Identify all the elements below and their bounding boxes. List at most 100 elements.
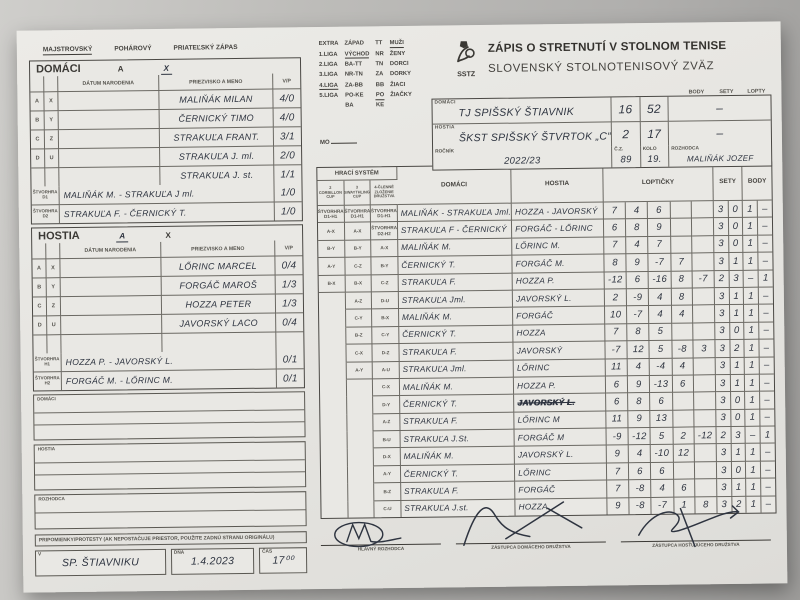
system-code-2 [347, 483, 375, 502]
doubles-vp: 1/0 [274, 183, 302, 203]
points-home: – [743, 270, 759, 288]
form-title: ZÁPIS O STRETNUTÍ V STOLNOM TENISE [487, 39, 727, 55]
player-letter-2: X [44, 92, 59, 112]
guest-player: HOZZA - JAVORSKÝ [511, 202, 604, 222]
sets-home: 2 [716, 427, 732, 445]
date-label: DŇA [173, 550, 185, 556]
guest-a-label: A [116, 231, 129, 243]
system-code-2: A-X [344, 222, 372, 241]
league-cell: MUŽI [389, 40, 404, 48]
set-score-3: -16 [649, 271, 672, 289]
guest-player: HOZZA P. [512, 272, 605, 291]
set-score-1: 6 [603, 219, 627, 238]
sets-guest: 1 [729, 305, 745, 323]
set-score-1: 7 [603, 202, 627, 220]
home-a-label: A [117, 64, 124, 74]
player-vp: 2/0 [274, 146, 302, 166]
system-code-1 [320, 396, 347, 415]
player-letter-2 [47, 335, 62, 354]
home-player: MALIŇÁK M. [400, 447, 516, 466]
player-vp: 1/3 [275, 294, 304, 314]
set-score-2: 9 [628, 375, 651, 394]
league-cell: KE [375, 102, 385, 109]
team-sety: 52 [640, 96, 669, 123]
titles: ZÁPIS O STRETNUTÍ V STOLNOM TENISE SLOVE… [488, 36, 727, 78]
sets-guest: 0 [728, 235, 744, 254]
set-score-1: -7 [605, 341, 628, 360]
sets-home: 3 [715, 322, 731, 341]
home-player: ČERNICKÝ T. [400, 464, 516, 484]
league-cell: 5.LIGA [319, 92, 339, 100]
set-score-2: 6 [626, 271, 650, 290]
referee-notes-box: ROZHODCA [34, 491, 307, 530]
set-score-1: -9 [606, 428, 629, 446]
points-home: 1 [745, 409, 761, 427]
league-cell: 4.LIGA [319, 82, 339, 91]
doubles-label: ŠTVORHRA D1 [31, 186, 60, 206]
set-score-2: -8 [629, 480, 652, 498]
team-side-label: DOMÁCI [434, 100, 456, 106]
points-guest: – [759, 339, 774, 358]
set-score-3: 9 [648, 219, 671, 237]
sets-guest: 0 [728, 218, 744, 236]
player-letter-1: A [30, 92, 45, 112]
signature-label: HLAVNÝ ROZHODCA [357, 546, 405, 552]
system-code-3: B-X [372, 309, 400, 328]
sets-home: 3 [717, 479, 732, 497]
points-guest: – [765, 498, 772, 510]
team-side-label: HOSTIA [434, 125, 455, 131]
team-sety: 17 [640, 121, 670, 147]
set-score-5: 8 [695, 496, 718, 514]
guest-player: HOZZA [515, 498, 608, 516]
home-player: MALIŇÁK - STRAKUĽA Jml. [397, 203, 513, 223]
league-cell: TN [375, 61, 384, 68]
set-score-1: 7 [604, 237, 627, 255]
points-home: 1 [744, 339, 760, 358]
system-code-2: C-Z [345, 257, 372, 276]
league-grid: EXTRA ZÁPAD TT MUŽI 1.LIGA VÝCHOD NR ŽEN… [319, 38, 418, 112]
guest-player: LŐRINC [515, 463, 608, 482]
remarks-bar: PRIPOMIENKY/PROTESTY (AK NEPOSTAČUJE PRI… [34, 531, 307, 547]
system-code-2 [346, 414, 374, 432]
set-score-3: 4 [651, 479, 675, 498]
system-code-2: B-Y [344, 240, 372, 258]
hostia-column-header: HOSTIA [511, 164, 604, 204]
match-type-priatelsky: PRIATEĽSKÝ ZÁPAS [173, 43, 238, 52]
doubles-label: ŠTVORHRA D2 [31, 205, 60, 224]
set-score-4 [672, 392, 695, 411]
system-code-2 [347, 431, 374, 450]
sets-guest: 1 [731, 479, 747, 497]
set-score-4: 8 [671, 271, 693, 289]
home-player: STRAKUĽA F. [400, 412, 515, 432]
system-code-2: B-Z [345, 327, 373, 345]
player-letter-1: B [30, 111, 45, 131]
player-letter-2: Z [46, 297, 62, 317]
points-guest: – [760, 391, 775, 410]
league-cell: BB [375, 81, 385, 88]
guest-col-vp: V/P [275, 240, 303, 257]
player-name [162, 332, 277, 352]
team-name-cell: HOSTIA ŠKST SPIŠSKÝ ŠTVRTOK „C“ [432, 122, 613, 149]
player-letter-1: C [32, 297, 48, 317]
sets-home: 3 [715, 305, 730, 323]
league-cell: ZÁPAD [344, 40, 365, 47]
sety-header: SETY [719, 88, 734, 96]
ruled-line [35, 472, 305, 486]
guest-col-l1 [32, 243, 47, 260]
player-name: MALIŇÁK MILAN [159, 89, 274, 110]
sets-home: 3 [714, 218, 729, 236]
system-code-1 [320, 414, 348, 433]
guest-col-name: PRIEZVISKO A MENO [161, 240, 276, 258]
set-score-2: 4 [627, 358, 651, 377]
ruled-line [35, 510, 305, 524]
round-cell: KOLO 19. [640, 145, 670, 168]
set-score-2: 9 [628, 410, 651, 429]
guest-roster-box: HOSTIA A X DÁTUM NARODENIA PRIEZVISKO A … [31, 224, 305, 392]
lopty-header: LOPTY [747, 88, 766, 95]
league-cell: DORKY [389, 71, 411, 78]
set-score-5 [692, 305, 716, 324]
body-header: BODY [688, 89, 705, 96]
home-player: STRAKUĽA F - ČERNICKÝ [397, 221, 513, 240]
set-score-3: 5 [649, 340, 673, 359]
set-score-2: -8 [629, 497, 652, 515]
